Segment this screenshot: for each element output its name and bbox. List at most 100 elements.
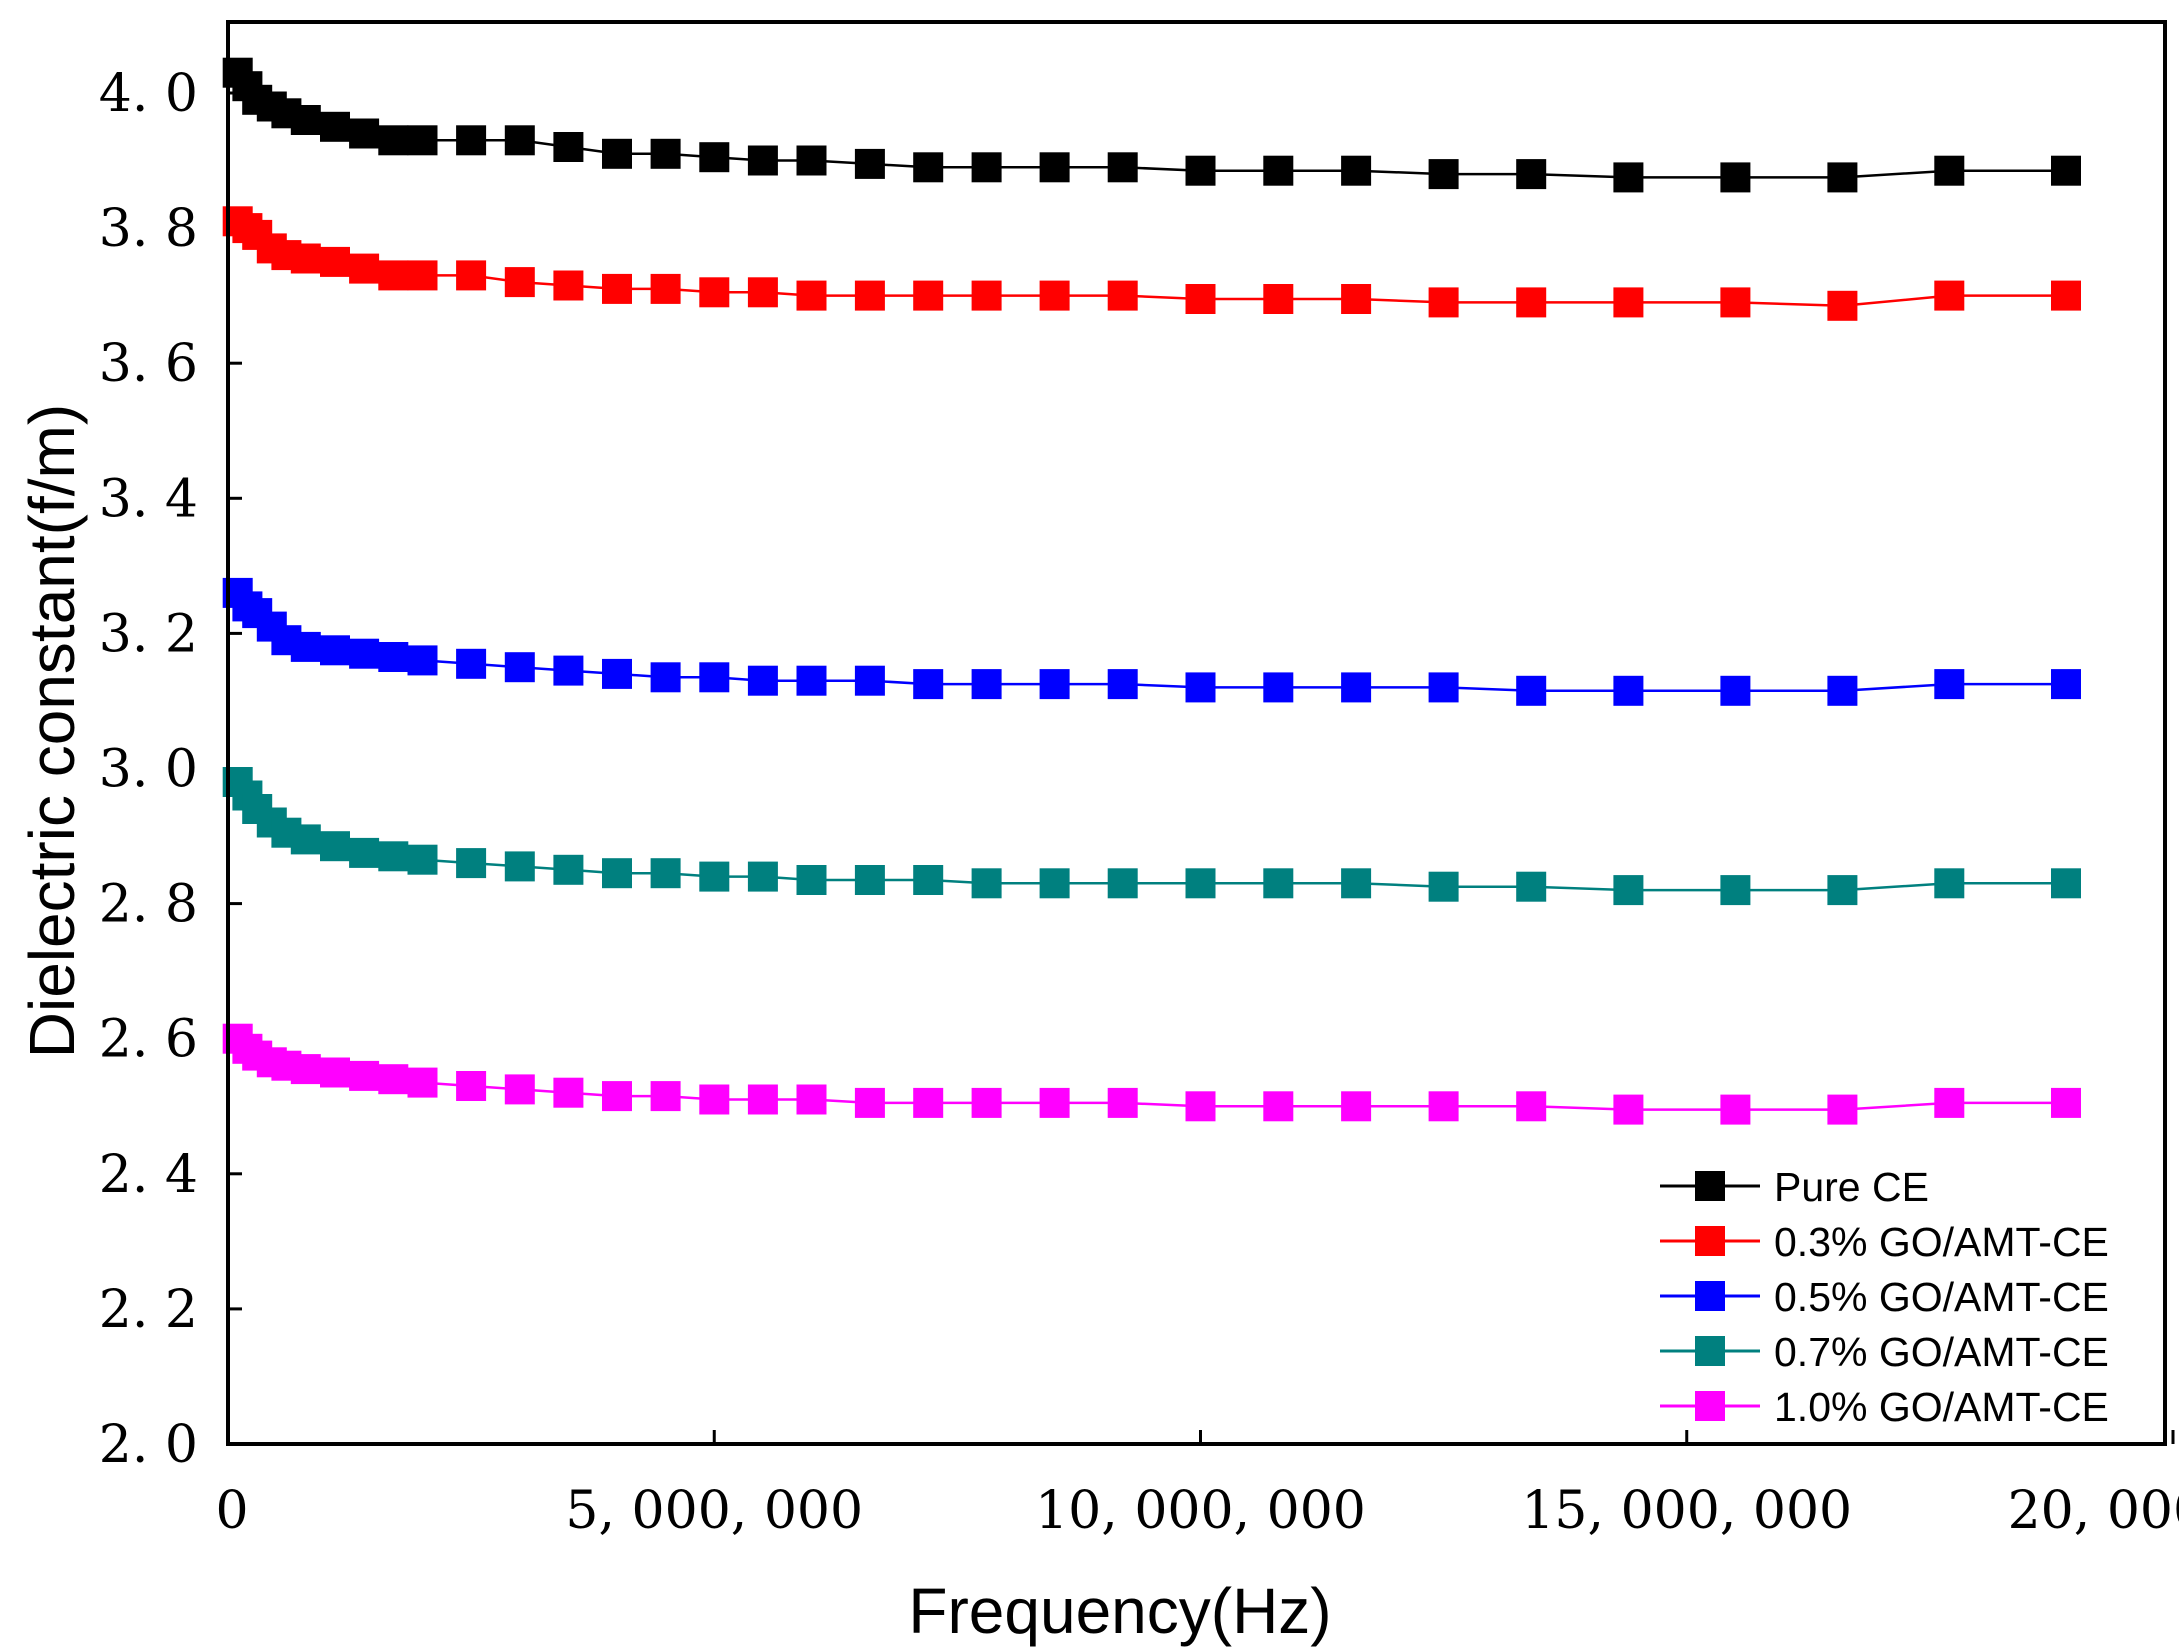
data-point: [290, 105, 321, 135]
data-point: [913, 669, 944, 700]
legend-label: 1.0% GO/AMT-CE: [1774, 1384, 2109, 1430]
data-point: [1185, 1091, 1216, 1122]
data-point: [1827, 162, 1858, 193]
data-point: [504, 125, 535, 156]
data-point: [747, 861, 778, 892]
legend-item: 0.7% GO/AMT-CE: [1660, 1329, 2109, 1375]
data-point: [854, 148, 885, 179]
legend-label: Pure CE: [1774, 1164, 1929, 1210]
data-point: [320, 831, 350, 862]
x-tick-label: 20, 000, 000: [2008, 1481, 2179, 1541]
data-point: [407, 844, 438, 875]
data-point: [1516, 871, 1547, 902]
data-point: [553, 655, 584, 686]
data-point: [913, 152, 944, 183]
data-point: [699, 662, 730, 693]
data-point: [971, 868, 1002, 899]
data-point: [913, 280, 944, 311]
data-point: [1613, 875, 1644, 906]
data-point: [504, 1074, 535, 1105]
data-point: [1720, 162, 1751, 193]
data-point: [602, 1081, 632, 1112]
data-point: [504, 652, 535, 683]
data-point: [1185, 284, 1216, 314]
data-point: [553, 132, 584, 162]
y-axis-ticks: 2. 0 2. 2 2. 4 2. 6 2. 8 3. 0 3. 2 3. 4 3. 6 3. 8…: [99, 64, 242, 1475]
data-point: [1039, 669, 1070, 700]
data-point: [1428, 871, 1459, 902]
series-4: [222, 1023, 2081, 1125]
data-point: [699, 1084, 730, 1115]
data-point: [1516, 675, 1547, 706]
y-tick-label: 2. 8: [99, 875, 198, 935]
data-point: [1341, 868, 1372, 899]
legend-label: 0.7% GO/AMT-CE: [1774, 1329, 2109, 1375]
data-point: [913, 1087, 944, 1118]
data-point: [1516, 1091, 1547, 1122]
y-tick-label: 3. 6: [99, 334, 198, 394]
data-point: [1613, 1094, 1644, 1125]
data-point: [650, 858, 681, 889]
data-point: [1720, 875, 1751, 906]
data-point: [913, 865, 944, 895]
data-point: [1827, 875, 1858, 906]
data-point: [456, 260, 487, 291]
data-point: [378, 260, 409, 291]
legend: Pure CE 0.3% GO/AMT-CE 0.5% GO/AMT-CE 0.7% …: [1660, 1164, 2109, 1430]
data-point: [290, 824, 321, 855]
y-tick-label: 4. 0: [99, 64, 198, 124]
data-point: [349, 1060, 380, 1091]
data-point: [1107, 1087, 1138, 1118]
y-tick-label: 2. 2: [99, 1280, 198, 1340]
x-tick-label: 10, 000, 000: [1035, 1481, 1366, 1541]
data-point: [290, 1054, 321, 1085]
data-point: [854, 280, 885, 311]
data-point: [456, 1071, 487, 1101]
data-point: [349, 638, 380, 669]
data-point: [747, 277, 778, 308]
data-point: [650, 662, 681, 693]
data-point: [378, 125, 409, 156]
data-point: [1934, 1087, 1965, 1118]
data-point: [553, 270, 584, 301]
data-point: [1263, 672, 1294, 703]
data-point: [1934, 868, 1965, 899]
data-point: [854, 865, 885, 895]
data-point: [1341, 284, 1372, 314]
data-point: [1185, 868, 1216, 899]
data-point: [504, 851, 535, 882]
data-point: [699, 861, 730, 892]
data-point: [320, 246, 350, 277]
data-point: [553, 1077, 584, 1108]
data-point: [1613, 675, 1644, 706]
data-point: [1341, 155, 1372, 186]
data-point: [650, 1081, 681, 1112]
data-point: [1827, 675, 1858, 706]
data-point: [2051, 868, 2081, 899]
data-point: [1516, 287, 1547, 318]
legend-marker: [1695, 1171, 1725, 1201]
data-point: [349, 253, 380, 284]
data-point: [1263, 1091, 1294, 1122]
data-point: [1934, 280, 1965, 311]
data-point: [349, 837, 380, 868]
data-point: [349, 118, 380, 149]
data-point: [1720, 675, 1751, 706]
data-point: [1107, 280, 1138, 311]
data-point: [1185, 155, 1216, 186]
legend-marker: [1695, 1281, 1725, 1311]
data-point: [796, 1084, 827, 1115]
data-point: [1613, 162, 1644, 193]
data-point: [2051, 669, 2081, 700]
data-point: [1827, 1094, 1858, 1125]
data-point: [553, 854, 584, 885]
data-point: [2051, 280, 2081, 311]
data-point: [747, 1084, 778, 1115]
legend-item: 1.0% GO/AMT-CE: [1660, 1384, 2109, 1430]
data-point: [602, 858, 632, 889]
data-point: [1613, 287, 1644, 318]
x-tick-label: 5, 000, 000: [565, 1481, 863, 1541]
data-point: [456, 125, 487, 156]
data-point: [854, 665, 885, 696]
data-point: [407, 645, 438, 676]
